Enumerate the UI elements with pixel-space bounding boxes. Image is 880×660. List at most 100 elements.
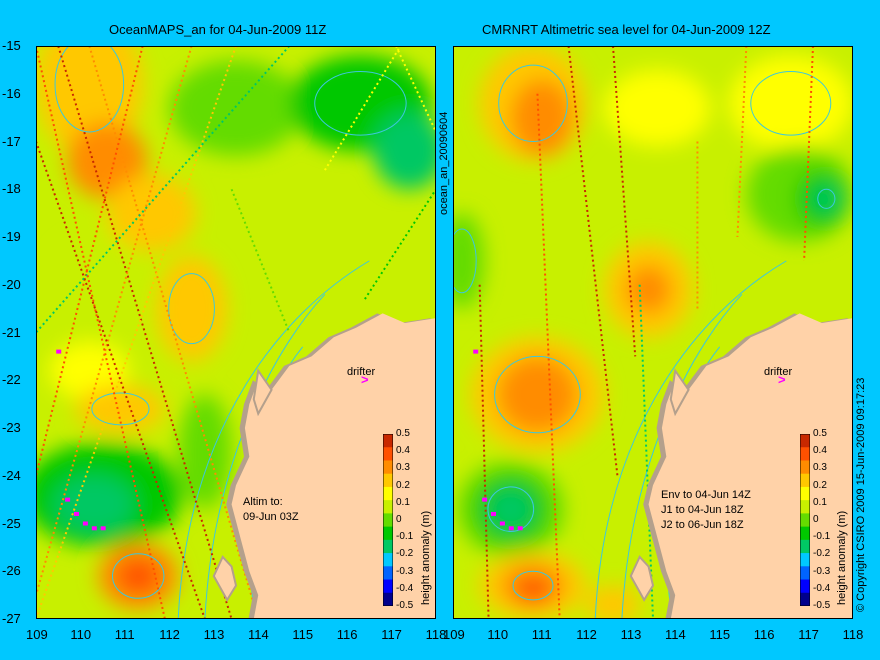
lon-tick-label: 109 [443, 627, 465, 642]
colorbar-tick: 0.1 [813, 496, 827, 508]
lat-tick-label: -23 [2, 420, 21, 435]
cb2-segment-1 [800, 447, 810, 461]
middle-side-label: ocean_an_20090604 [438, 111, 450, 215]
right-contour-ring-3 [494, 355, 581, 434]
left-track-10 [230, 188, 291, 333]
right-contour-ring-5 [512, 570, 554, 601]
colorbar-tick: 0.3 [813, 462, 827, 474]
lat-tick-label: -15 [2, 38, 21, 53]
cb1-segment-3 [383, 473, 393, 488]
right-anomaly-patch-2 [604, 69, 711, 147]
right-anomaly-patch-6 [813, 184, 840, 214]
cb2-segment-7 [800, 526, 810, 541]
lat-tick-label: -26 [2, 563, 21, 579]
right-anomaly-patch-3 [728, 55, 853, 152]
right-track-6 [638, 284, 654, 619]
left-track-7 [324, 46, 402, 171]
lon-tick-label: 110 [487, 627, 509, 642]
right-anomaly-patch-8 [626, 265, 671, 314]
left-tracks [36, 46, 436, 619]
map-left [36, 46, 436, 619]
left-anomaly-patch-5 [107, 174, 196, 252]
lon-tick-label: 114 [665, 627, 686, 642]
cb2-segment-2 [800, 460, 810, 475]
cb2-segment-10 [800, 566, 810, 581]
cb1-segment-6 [383, 513, 393, 528]
lon-tick-label: 110 [70, 627, 92, 642]
cb1-segment-2 [383, 460, 393, 475]
colorbar-left-label: height anomaly (m) [420, 510, 432, 605]
left-drifter-2 [74, 511, 79, 516]
lat-tick-label: -16 [2, 85, 21, 101]
right-drifter-4 [508, 526, 514, 531]
lat-tick-label: -22 [2, 372, 21, 388]
left-track-3 [36, 46, 193, 596]
left-track-6 [36, 46, 291, 334]
cb1-segment-9 [383, 553, 393, 567]
right-drifter-2 [491, 511, 496, 516]
left-cape [252, 368, 273, 417]
right-track-2 [736, 46, 748, 238]
right-anomaly-patch-1 [510, 79, 573, 156]
cb2-segment-4 [800, 486, 810, 501]
lon-tick-label: 109 [26, 627, 48, 642]
right-anomaly-patch-17 [586, 585, 640, 619]
lon-tick-label: 113 [620, 627, 642, 642]
left-contour-ring-2 [168, 273, 215, 345]
left-drifter-4 [91, 526, 97, 531]
left-drifters [56, 349, 106, 531]
cb2-segment-8 [800, 539, 810, 554]
lon-tick-label: 111 [531, 627, 552, 642]
left-drifter-1 [65, 497, 71, 502]
colorbar-tick: 0.2 [396, 479, 410, 491]
drifter-arrow-right: > [778, 372, 786, 387]
lat-tick-label: -17 [2, 133, 21, 149]
colorbar-tick: -0.2 [813, 548, 831, 560]
lon-tick-label: 111 [114, 627, 135, 642]
right-track-3 [803, 46, 814, 261]
colorbar-tick: 0.5 [813, 428, 827, 439]
map-right [453, 46, 853, 619]
left-anomaly-patch-14 [178, 394, 232, 510]
left-anomaly-patch-9 [76, 385, 165, 433]
left-anomaly-patch-7 [49, 237, 139, 333]
right-contour-ring-1 [750, 70, 832, 136]
left-contour-ring-3 [91, 392, 150, 426]
lon-tick-label: 115 [709, 627, 731, 642]
lat-tick-label: -18 [2, 181, 21, 197]
cb1-segment-4 [383, 486, 393, 501]
left-contour-ring-0 [54, 46, 125, 133]
right-contour-ring-4 [487, 486, 535, 532]
left-contour-ring-1 [314, 70, 407, 136]
left-anomaly-patch-13 [118, 559, 159, 593]
panel-left-note: Altim to: 09-Jun 03Z [243, 496, 299, 523]
lon-tick-label: 117 [381, 627, 402, 642]
right-drifter-0 [473, 349, 479, 354]
left-drifter-3 [82, 521, 88, 526]
lon-tick-label: 118 [425, 627, 447, 642]
cb1-segment-5 [383, 500, 393, 514]
cb2-segment-6 [800, 513, 810, 528]
cb1-segment-1 [383, 447, 393, 461]
cb1-segment-7 [383, 526, 393, 541]
colorbar-tick: 0.1 [396, 496, 410, 508]
colorbar-tick: -0.1 [396, 531, 414, 543]
left-anomaly-patch-4 [373, 112, 436, 190]
right-track-5 [478, 284, 490, 619]
cb2-segment-9 [800, 553, 810, 567]
left-track-2 [36, 46, 144, 476]
colorbar-tick: 0.3 [396, 462, 410, 474]
colorbar-right-label: height anomaly (m) [836, 510, 848, 605]
lon-tick-label: 112 [159, 627, 180, 642]
left-drifter-0 [56, 349, 62, 354]
left-anomaly-patch-8 [49, 342, 130, 400]
panel-left-title: OceanMAPS_an for 04-Jun-2009 11Z [109, 22, 327, 37]
colorbar-tick: -0.3 [813, 565, 831, 577]
cb1-segment-0 [383, 434, 393, 448]
cb2-segment-11 [800, 579, 810, 594]
right-drifter-5 [517, 526, 523, 531]
colorbar-tick: 0 [813, 514, 819, 525]
cb2-segment-3 [800, 473, 810, 488]
right-drifter-1 [482, 497, 488, 502]
